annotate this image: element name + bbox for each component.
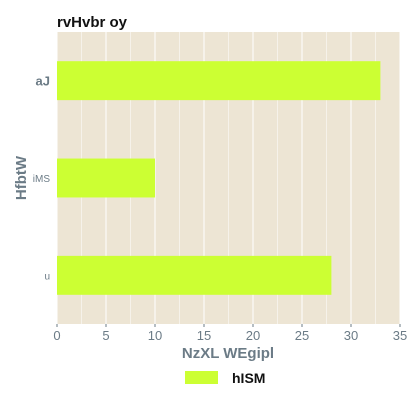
x-tick-label: 5: [102, 328, 109, 343]
x-tick-label: 10: [148, 328, 162, 343]
x-tick-label: 20: [246, 328, 260, 343]
y-axis-categories: aJ iMS u: [33, 74, 51, 283]
legend-label: hISM: [232, 370, 265, 386]
y-tick-label: iMS: [33, 174, 51, 185]
bar-iMS: [57, 158, 155, 198]
x-axis-label: NzXL WEgipl: [182, 345, 274, 362]
y-tick-label: aJ: [36, 74, 50, 89]
x-tick-label: 15: [197, 328, 211, 343]
x-tick-label: 35: [393, 328, 407, 343]
chart-title: rvHvbr oy: [57, 14, 128, 31]
x-tick-label: 30: [344, 328, 358, 343]
bar-aJ: [57, 61, 381, 101]
x-tick-label: 25: [295, 328, 309, 343]
bars: [57, 61, 381, 295]
x-tick-label: 0: [53, 328, 60, 343]
y-axis-label: HfbtW: [13, 155, 30, 200]
bar-u: [57, 255, 332, 295]
legend-swatch: [185, 371, 218, 384]
y-tick-label: u: [44, 271, 50, 282]
x-axis-ticks: 0 5 10 15 20 25 30 35: [53, 324, 407, 343]
legend: hISM: [185, 370, 265, 386]
